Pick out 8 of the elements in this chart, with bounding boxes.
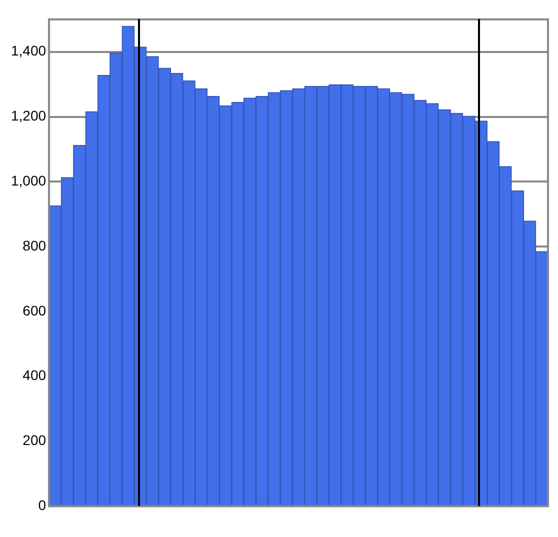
y-tick-label: 800 — [22, 237, 46, 254]
y-tick-label: 1,000 — [10, 172, 46, 189]
y-tick-label: 1,200 — [10, 108, 46, 124]
y-tick-label: 400 — [22, 367, 46, 384]
y-tick-label: 1,400 — [10, 42, 46, 59]
y-tick-label: 600 — [22, 302, 46, 318]
y-tick-label: 0 — [38, 497, 46, 514]
y-tick-label: 200 — [22, 432, 46, 448]
